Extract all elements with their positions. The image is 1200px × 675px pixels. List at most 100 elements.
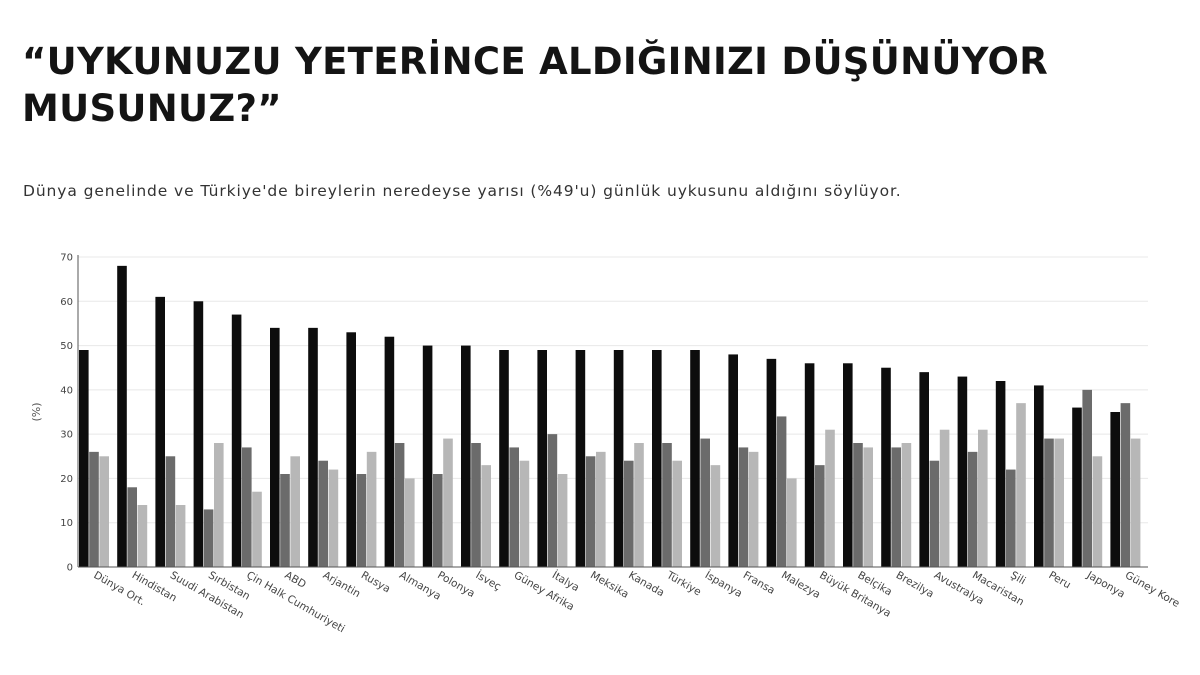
- category-label: Brezilya: [894, 569, 936, 600]
- category-label: Malezya: [779, 569, 822, 601]
- bar-series-3-14: [634, 443, 644, 567]
- bar-series-1-9: [422, 345, 433, 567]
- bar-series-1-5: [270, 327, 280, 567]
- bar-series-3-22: [939, 429, 950, 567]
- bar-series-1-25: [1034, 385, 1044, 567]
- category-label: Fransa: [741, 569, 777, 597]
- y-tick-label: 20: [60, 474, 73, 485]
- bar-series-1-18: [766, 358, 777, 567]
- bar-series-1-6: [308, 327, 318, 567]
- bar-series-2-4: [242, 447, 252, 567]
- bar-series-3-25: [1054, 438, 1064, 567]
- category-label: İspanya: [703, 568, 745, 600]
- bar-series-3-15: [672, 460, 682, 567]
- bar-series-1-12: [537, 350, 547, 567]
- category-label: Rusya: [359, 569, 392, 595]
- bar-series-3-10: [481, 465, 491, 567]
- bar-series-1-22: [919, 372, 929, 567]
- bar-series-2-16: [700, 438, 710, 567]
- bar-series-1-26: [1072, 407, 1082, 567]
- bar-series-1-1: [117, 265, 127, 567]
- bar-series-2-21: [891, 447, 901, 567]
- y-tick-label: 40: [60, 385, 73, 396]
- bar-series-2-3: [203, 509, 214, 567]
- category-label: Polonya: [435, 569, 477, 600]
- bar-series-2-12: [547, 434, 558, 567]
- bar-series-2-2: [165, 456, 176, 567]
- category-label: Türkiye: [664, 569, 703, 599]
- bar-series-3-7: [366, 451, 377, 567]
- bar-series-3-21: [901, 443, 912, 567]
- bar-series-3-6: [328, 469, 339, 567]
- bar-series-3-16: [710, 465, 721, 567]
- category-label: Şili: [1008, 569, 1027, 587]
- category-label: Arjantin: [321, 569, 363, 600]
- bars: [79, 265, 1141, 567]
- y-tick-label: 0: [67, 563, 73, 574]
- category-label: ABD: [283, 569, 308, 591]
- bar-series-2-24: [1006, 469, 1016, 567]
- category-label: Güney Kore: [1123, 569, 1182, 610]
- bar-series-3-1: [137, 505, 148, 567]
- bar-series-3-5: [290, 456, 300, 567]
- bar-series-2-17: [738, 447, 749, 567]
- bar-series-2-6: [318, 460, 328, 567]
- bar-series-3-26: [1092, 456, 1103, 567]
- bar-series-2-25: [1044, 438, 1054, 567]
- bar-series-3-19: [825, 429, 835, 567]
- category-label: Japonya: [1084, 569, 1127, 601]
- bar-series-1-10: [461, 345, 471, 567]
- category-label: Kanada: [626, 569, 666, 599]
- y-tick-label: 60: [60, 297, 73, 308]
- category-label: Meksika: [588, 569, 631, 601]
- bar-series-1-27: [1110, 412, 1120, 567]
- page-title: “UYKUNUZU YETERİNCE ALDIĞINIZI DÜŞÜNÜYOR…: [22, 40, 1049, 130]
- bar-series-1-16: [690, 350, 700, 567]
- bar-series-3-9: [443, 438, 453, 567]
- bar-series-2-5: [280, 474, 290, 567]
- bar-series-2-1: [127, 487, 137, 567]
- bar-series-3-23: [978, 429, 988, 567]
- bar-series-2-26: [1082, 389, 1092, 567]
- bar-series-1-19: [804, 363, 815, 567]
- bar-series-3-8: [405, 478, 415, 567]
- y-tick-labels: 0 10 20 30 40 50 60 70: [60, 253, 73, 574]
- bar-series-2-27: [1120, 403, 1131, 567]
- bar-series-3-3: [214, 443, 224, 567]
- bar-series-3-11: [519, 460, 530, 567]
- bar-series-2-20: [853, 443, 863, 567]
- bar-series-1-21: [881, 367, 891, 567]
- bar-series-3-17: [748, 451, 759, 567]
- bar-series-1-2: [155, 296, 165, 567]
- category-label: Peru: [1047, 569, 1073, 591]
- bar-series-3-24: [1016, 403, 1026, 567]
- bar-series-1-15: [652, 350, 662, 567]
- bar-series-3-27: [1130, 438, 1141, 567]
- bar-series-3-4: [252, 491, 262, 567]
- bar-series-2-14: [624, 460, 634, 567]
- y-tick-label: 30: [60, 430, 73, 441]
- bar-series-2-13: [585, 456, 596, 567]
- y-axis-title: (%): [30, 402, 43, 421]
- bar-series-3-18: [787, 478, 797, 567]
- bar-series-1-0: [79, 350, 89, 567]
- bar-series-1-13: [575, 350, 586, 567]
- bar-series-2-9: [433, 474, 443, 567]
- bar-series-1-11: [499, 350, 509, 567]
- bar-series-2-15: [662, 443, 672, 567]
- bar-series-1-23: [957, 376, 968, 567]
- category-label: Almanya: [397, 569, 443, 602]
- bar-series-2-11: [509, 447, 519, 567]
- category-label: İsveç: [474, 568, 504, 593]
- bar-series-1-20: [843, 363, 853, 567]
- bar-series-2-23: [967, 451, 978, 567]
- bar-series-3-20: [863, 447, 873, 567]
- page-subtitle: Dünya genelinde ve Türkiye'de bireylerin…: [23, 182, 902, 200]
- bar-series-1-4: [231, 314, 242, 567]
- bar-series-2-8: [394, 443, 405, 567]
- bar-series-3-0: [99, 456, 109, 567]
- bar-series-3-2: [175, 505, 186, 567]
- bar-series-3-13: [596, 451, 606, 567]
- bar-series-1-14: [613, 350, 624, 567]
